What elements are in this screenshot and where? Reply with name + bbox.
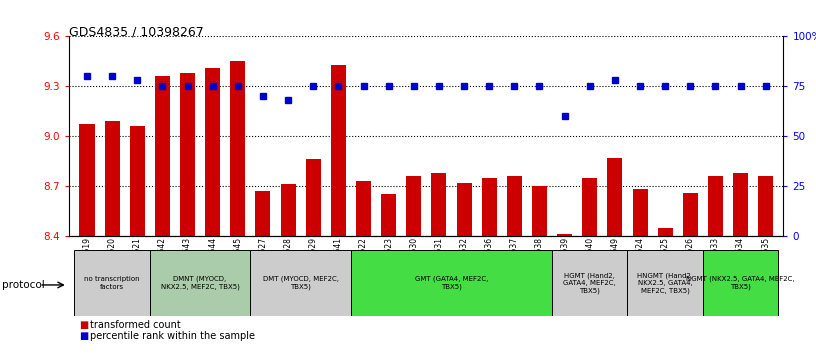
Text: HNGMT (Hand2,
NKX2.5, GATA4,
MEF2C, TBX5): HNGMT (Hand2, NKX2.5, GATA4, MEF2C, TBX5… [637, 272, 694, 294]
Bar [507, 176, 522, 236]
Text: HGMT (Hand2,
GATA4, MEF2C,
TBX5): HGMT (Hand2, GATA4, MEF2C, TBX5) [563, 272, 616, 294]
Bar [456, 183, 472, 236]
Bar [552, 250, 628, 316]
Bar [607, 158, 623, 236]
Bar [733, 173, 748, 236]
Bar [130, 126, 144, 236]
Bar [79, 125, 95, 236]
Bar [481, 178, 497, 236]
Text: DMT (MYOCD, MEF2C,
TBX5): DMT (MYOCD, MEF2C, TBX5) [263, 276, 339, 290]
Bar [532, 186, 547, 236]
Text: DMNT (MYOCD,
NKX2.5, MEF2C, TBX5): DMNT (MYOCD, NKX2.5, MEF2C, TBX5) [161, 276, 240, 290]
Bar [150, 250, 251, 316]
Bar [632, 189, 648, 236]
Bar [406, 176, 421, 236]
Bar [205, 68, 220, 236]
Text: ■: ■ [79, 331, 88, 341]
Bar [306, 159, 321, 236]
Bar [230, 61, 246, 236]
Text: transformed count: transformed count [90, 320, 180, 330]
Bar [381, 194, 397, 236]
Text: protocol: protocol [2, 280, 45, 290]
Text: ■: ■ [79, 320, 88, 330]
Bar [281, 184, 295, 236]
Text: NGMT (NKX2.5, GATA4, MEF2C,
TBX5): NGMT (NKX2.5, GATA4, MEF2C, TBX5) [686, 276, 795, 290]
Bar [708, 176, 723, 236]
Bar [658, 228, 672, 236]
Bar [180, 73, 195, 236]
Bar [251, 250, 351, 316]
Text: no transcription
factors: no transcription factors [84, 276, 140, 290]
Bar [155, 76, 170, 236]
Text: percentile rank within the sample: percentile rank within the sample [90, 331, 255, 341]
Bar [351, 250, 552, 316]
Bar [583, 178, 597, 236]
Bar [255, 191, 270, 236]
Bar [628, 250, 703, 316]
Bar [683, 193, 698, 236]
Bar [703, 250, 778, 316]
Bar [758, 176, 774, 236]
Bar [104, 121, 120, 236]
Bar [557, 234, 572, 236]
Bar [432, 173, 446, 236]
Bar [74, 250, 150, 316]
Bar [330, 65, 346, 236]
Text: GMT (GATA4, MEF2C,
TBX5): GMT (GATA4, MEF2C, TBX5) [415, 276, 488, 290]
Bar [356, 181, 371, 236]
Text: GDS4835 / 10398267: GDS4835 / 10398267 [69, 25, 204, 38]
